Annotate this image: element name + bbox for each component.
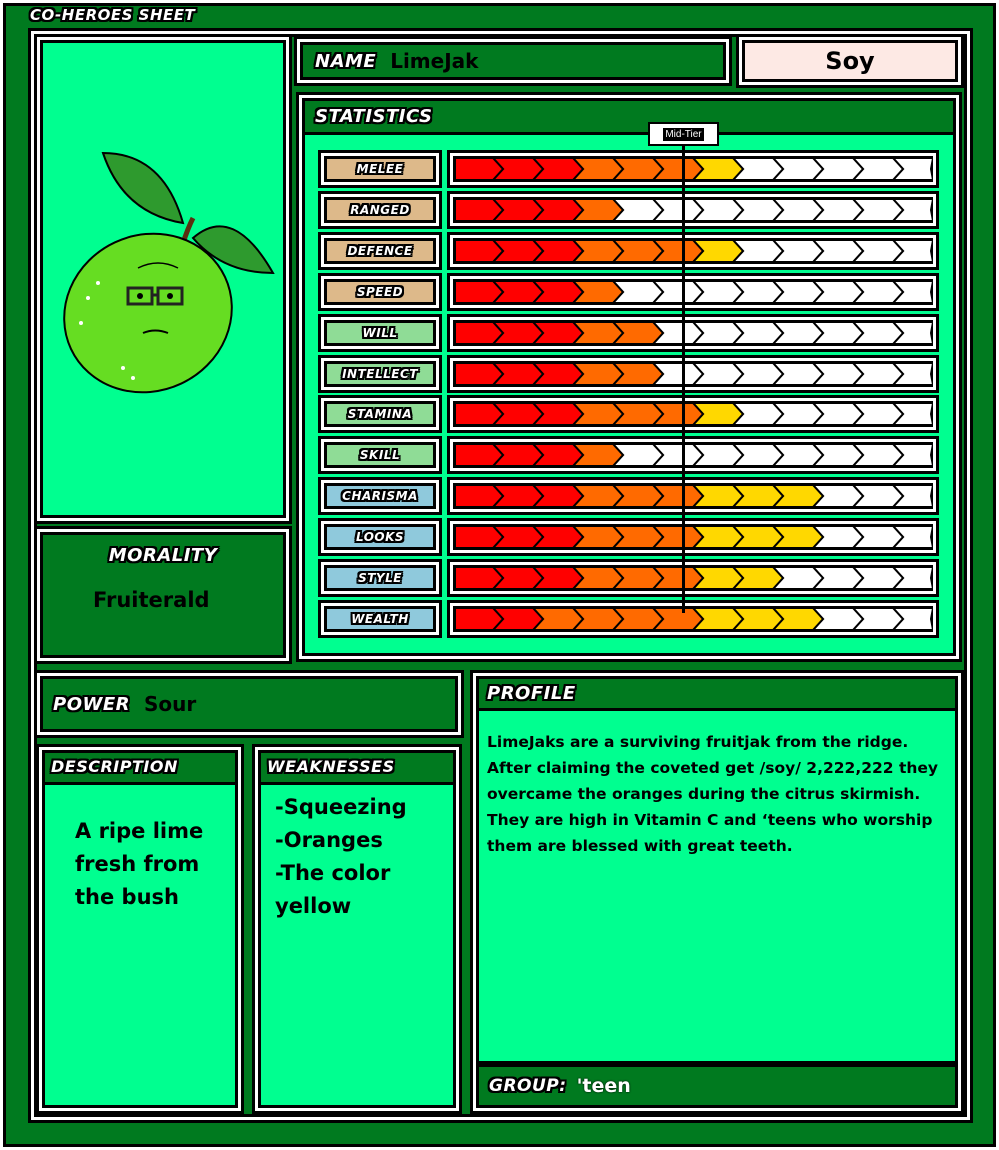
stat-bar [447, 272, 939, 311]
stat-row-will: WILL [318, 313, 940, 352]
stat-row-intellect: INTELLECT [318, 354, 940, 393]
stat-segment [454, 320, 505, 345]
stat-bar [447, 313, 939, 352]
limejak-portrait [63, 151, 275, 394]
stat-label: SPEED [318, 272, 442, 311]
stat-bar [447, 395, 939, 434]
stat-segment [454, 279, 505, 304]
stat-bar [447, 354, 939, 393]
weaknesses-label: WEAKNESSES [267, 757, 395, 776]
description-panel: DESCRIPTION A ripe lime fresh from the b… [39, 747, 241, 1111]
description-text: A ripe lime fresh from the bush [75, 819, 204, 909]
mid-tier-label: Mid-Tier [663, 127, 704, 141]
stat-row-style: STYLE [318, 559, 940, 597]
stat-row-defence: DEFENCE [318, 231, 940, 270]
name-field: NAME LimeJak [297, 39, 729, 83]
stat-bar [447, 150, 939, 188]
profile-label: PROFILE [487, 683, 576, 704]
power-value: Sour [144, 692, 197, 716]
stat-row-stamina: STAMINA [318, 395, 940, 434]
stat-bar [447, 477, 939, 516]
power-field: POWER Sour [37, 673, 461, 735]
leaf [101, 151, 185, 225]
stat-label-text: STYLE [324, 565, 436, 591]
stat-label-text: SKILL [324, 442, 436, 469]
group-value: 'teen [576, 1075, 631, 1097]
stat-bar [447, 518, 939, 557]
description-header: DESCRIPTION [45, 753, 235, 785]
name-label: NAME [315, 50, 377, 72]
morality-label: MORALITY [108, 545, 218, 566]
power-label: POWER [53, 693, 131, 715]
board-value: Soy [825, 47, 875, 75]
stat-label: SKILL [318, 436, 442, 475]
sheet-title: CO-HEROES SHEET [30, 6, 196, 24]
stat-label: WILL [318, 313, 442, 352]
stat-label-text: MELEE [324, 156, 436, 182]
stat-row-looks: LOOKS [318, 518, 940, 557]
stat-segment [454, 484, 505, 509]
stat-label-text: SPEED [324, 278, 436, 305]
statistics-label: STATISTICS [315, 106, 433, 127]
mid-tier-line [682, 145, 685, 613]
stat-label: RANGED [318, 190, 442, 229]
weakness-item: -Squeezing [275, 795, 407, 819]
stat-segment [454, 402, 505, 427]
stat-bar [447, 599, 939, 638]
weaknesses-header: WEAKNESSES [261, 753, 453, 785]
stat-segment [454, 525, 505, 550]
name-value: LimeJak [390, 49, 479, 73]
stat-bar [447, 231, 939, 270]
stat-label: WEALTH [318, 599, 442, 638]
board-field: Soy [739, 37, 961, 85]
stat-label-text: INTELLECT [324, 360, 436, 387]
morality-panel: MORALITY Fruiterald [37, 529, 289, 661]
stat-segment [454, 157, 505, 181]
portrait-panel [37, 37, 289, 521]
statistics-header: STATISTICS [305, 101, 953, 135]
stat-label-text: WEALTH [324, 605, 436, 632]
profile-panel: PROFILE LimeJaks are a surviving fruitja… [473, 673, 961, 1111]
stat-label: CHARISMA [318, 477, 442, 516]
stat-bar [447, 559, 939, 597]
stat-row-melee: MELEE [318, 150, 940, 188]
stat-label-text: RANGED [324, 196, 436, 223]
stat-label: INTELLECT [318, 354, 442, 393]
leaf [191, 225, 275, 275]
stat-label-text: DEFENCE [324, 237, 436, 264]
stat-label-text: LOOKS [324, 524, 436, 551]
group-field: GROUP: 'teen [479, 1061, 955, 1105]
stat-label: LOOKS [318, 518, 442, 557]
description-label: DESCRIPTION [51, 757, 178, 776]
stat-segment [454, 566, 505, 590]
stat-label-text: STAMINA [324, 401, 436, 428]
stat-segment [454, 606, 505, 631]
stat-bar [447, 436, 939, 475]
stat-bar [447, 190, 939, 229]
stat-segment [454, 238, 505, 263]
stat-segment [454, 361, 505, 386]
stat-label: STYLE [318, 559, 442, 597]
stat-row-speed: SPEED [318, 272, 940, 311]
stat-label-text: CHARISMA [324, 483, 436, 510]
profile-text: LimeJaks are a surviving fruitjak from t… [487, 733, 939, 855]
stat-label: STAMINA [318, 395, 442, 434]
group-label: GROUP: [489, 1076, 567, 1096]
stat-label: MELEE [318, 150, 442, 188]
stat-row-charisma: CHARISMA [318, 477, 940, 516]
stat-row-skill: SKILL [318, 436, 940, 475]
profile-header: PROFILE [479, 679, 955, 711]
weaknesses-panel: WEAKNESSES -Squeezing -Oranges -The colo… [255, 747, 459, 1111]
stat-label: DEFENCE [318, 231, 442, 270]
weakness-item: -The color yellow [275, 861, 391, 918]
stat-segment [454, 443, 505, 468]
stat-row-wealth: WEALTH [318, 599, 940, 638]
stat-label-text: WILL [324, 319, 436, 346]
stat-row-ranged: RANGED [318, 190, 940, 229]
weakness-item: -Oranges [275, 828, 383, 852]
mid-tier-marker: Mid-Tier [648, 122, 719, 146]
weaknesses-list: -Squeezing -Oranges -The color yellow [261, 785, 453, 929]
morality-value: Fruiterald [93, 588, 210, 612]
stat-segment [454, 197, 505, 222]
